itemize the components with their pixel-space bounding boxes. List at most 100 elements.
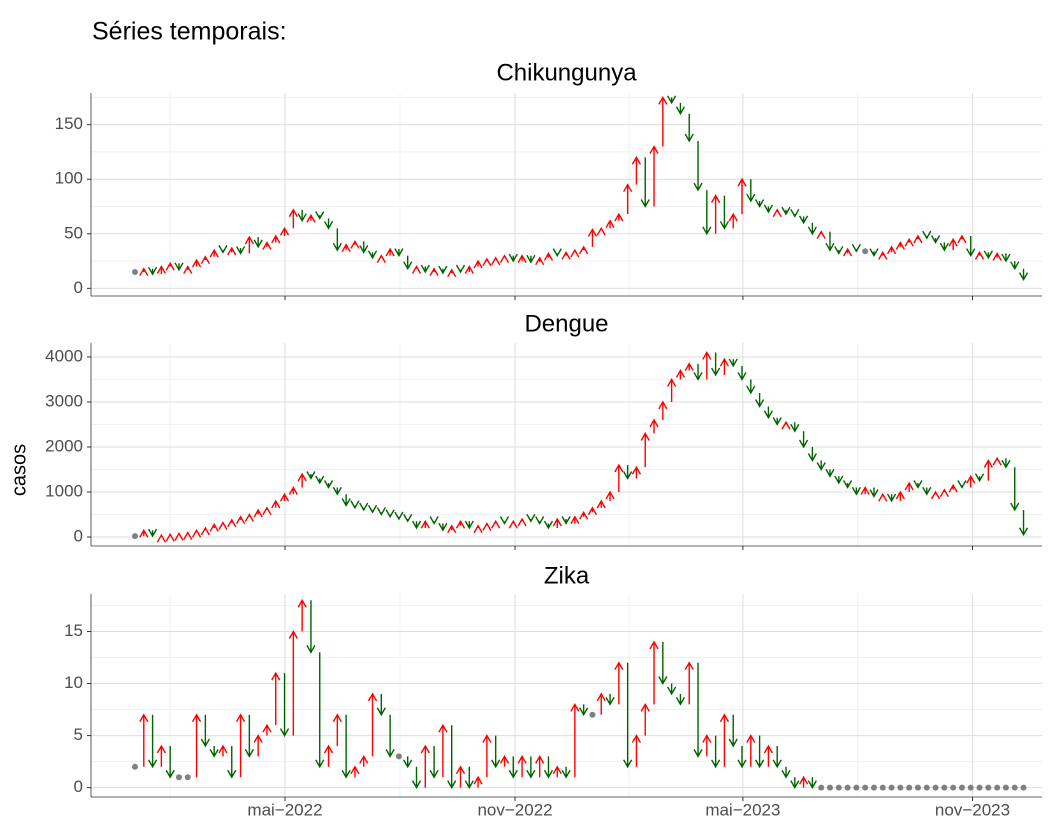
up-arrow — [288, 486, 298, 495]
up-arrow — [508, 519, 518, 529]
up-arrow — [983, 459, 993, 481]
down-arrow — [781, 206, 791, 216]
down-arrow — [367, 250, 378, 260]
x-tick-label: mai−2023 — [705, 800, 780, 819]
down-arrow — [728, 714, 738, 748]
up-arrow — [306, 213, 316, 223]
down-arrow — [790, 777, 800, 790]
down-arrow — [623, 464, 633, 480]
up-arrow — [570, 702, 580, 778]
up-arrow — [640, 432, 650, 468]
up-arrow — [535, 754, 545, 778]
up-arrow — [218, 521, 228, 530]
flat-point — [844, 784, 851, 791]
down-arrow — [798, 431, 809, 449]
down-arrow — [816, 460, 826, 471]
up-arrow — [262, 506, 272, 516]
down-arrow — [763, 204, 774, 214]
flat-point — [1011, 784, 1018, 791]
y-tick-label: 2000 — [45, 436, 83, 455]
flat-point — [1002, 784, 1009, 791]
down-arrow — [552, 248, 562, 258]
up-arrow — [455, 519, 466, 529]
up-arrow — [420, 744, 430, 788]
up-arrow — [438, 723, 448, 778]
down-arrow — [411, 766, 422, 790]
up-arrow — [429, 267, 439, 277]
up-arrow — [200, 526, 210, 536]
down-arrow — [543, 756, 554, 779]
down-arrow — [535, 516, 545, 525]
up-arrow — [332, 713, 342, 746]
down-arrow — [825, 231, 835, 252]
down-arrow — [429, 516, 439, 525]
up-arrow — [675, 369, 686, 380]
down-arrow — [1018, 268, 1029, 282]
flat-point — [862, 784, 869, 791]
flat-point — [923, 784, 930, 791]
down-arrow — [922, 230, 932, 240]
y-tick-label: 0 — [74, 526, 83, 545]
down-arrow — [376, 693, 386, 717]
down-arrow — [526, 254, 536, 264]
flat-point — [589, 711, 596, 718]
up-arrow — [341, 243, 351, 253]
down-arrow — [851, 243, 861, 253]
down-arrow — [623, 662, 633, 769]
x-tick-label: mai−2022 — [247, 800, 322, 819]
down-arrow — [359, 241, 369, 254]
down-arrow — [711, 735, 721, 769]
down-arrow — [561, 516, 571, 525]
flat-point — [879, 784, 886, 791]
up-arrow — [191, 528, 202, 538]
up-arrow — [561, 250, 571, 260]
up-arrow — [649, 145, 659, 207]
down-arrow — [737, 365, 747, 381]
up-arrow — [473, 775, 483, 788]
up-arrow — [209, 522, 219, 532]
flat-point — [870, 784, 877, 791]
down-arrow — [869, 487, 879, 498]
up-arrow — [746, 734, 756, 767]
down-arrow — [640, 157, 650, 208]
down-arrow — [737, 745, 747, 769]
down-arrow — [394, 248, 404, 258]
up-arrow — [649, 418, 659, 434]
down-arrow — [798, 215, 809, 225]
y-tick-label: 3000 — [45, 391, 83, 410]
down-arrow — [561, 766, 571, 779]
down-arrow — [165, 745, 175, 779]
up-arrow — [491, 519, 501, 529]
down-arrow — [394, 511, 404, 521]
down-arrow — [825, 468, 835, 478]
down-arrow — [667, 95, 677, 105]
up-arrow — [878, 250, 888, 260]
down-arrow — [913, 480, 923, 489]
down-arrow — [464, 520, 474, 530]
up-arrow — [614, 463, 624, 492]
up-arrow — [587, 228, 598, 247]
up-arrow — [156, 744, 166, 767]
down-arrow — [746, 379, 756, 395]
up-arrow — [297, 472, 307, 488]
up-arrow — [684, 362, 694, 372]
up-arrow — [288, 208, 298, 229]
up-arrow — [139, 267, 149, 277]
down-arrow — [922, 486, 932, 496]
flat-point — [818, 784, 825, 791]
flat-point — [184, 774, 191, 781]
up-arrow — [420, 519, 430, 529]
down-arrow — [315, 211, 325, 220]
up-arrow — [702, 351, 712, 380]
up-arrow — [702, 734, 712, 757]
down-arrow — [974, 473, 985, 483]
up-arrow — [596, 499, 606, 509]
down-arrow — [367, 504, 378, 514]
down-arrow — [376, 507, 386, 516]
up-arrow — [218, 744, 228, 757]
down-arrow — [543, 520, 554, 530]
up-arrow — [816, 230, 826, 239]
y-tick-label: 150 — [55, 114, 83, 133]
down-arrow — [693, 141, 703, 192]
